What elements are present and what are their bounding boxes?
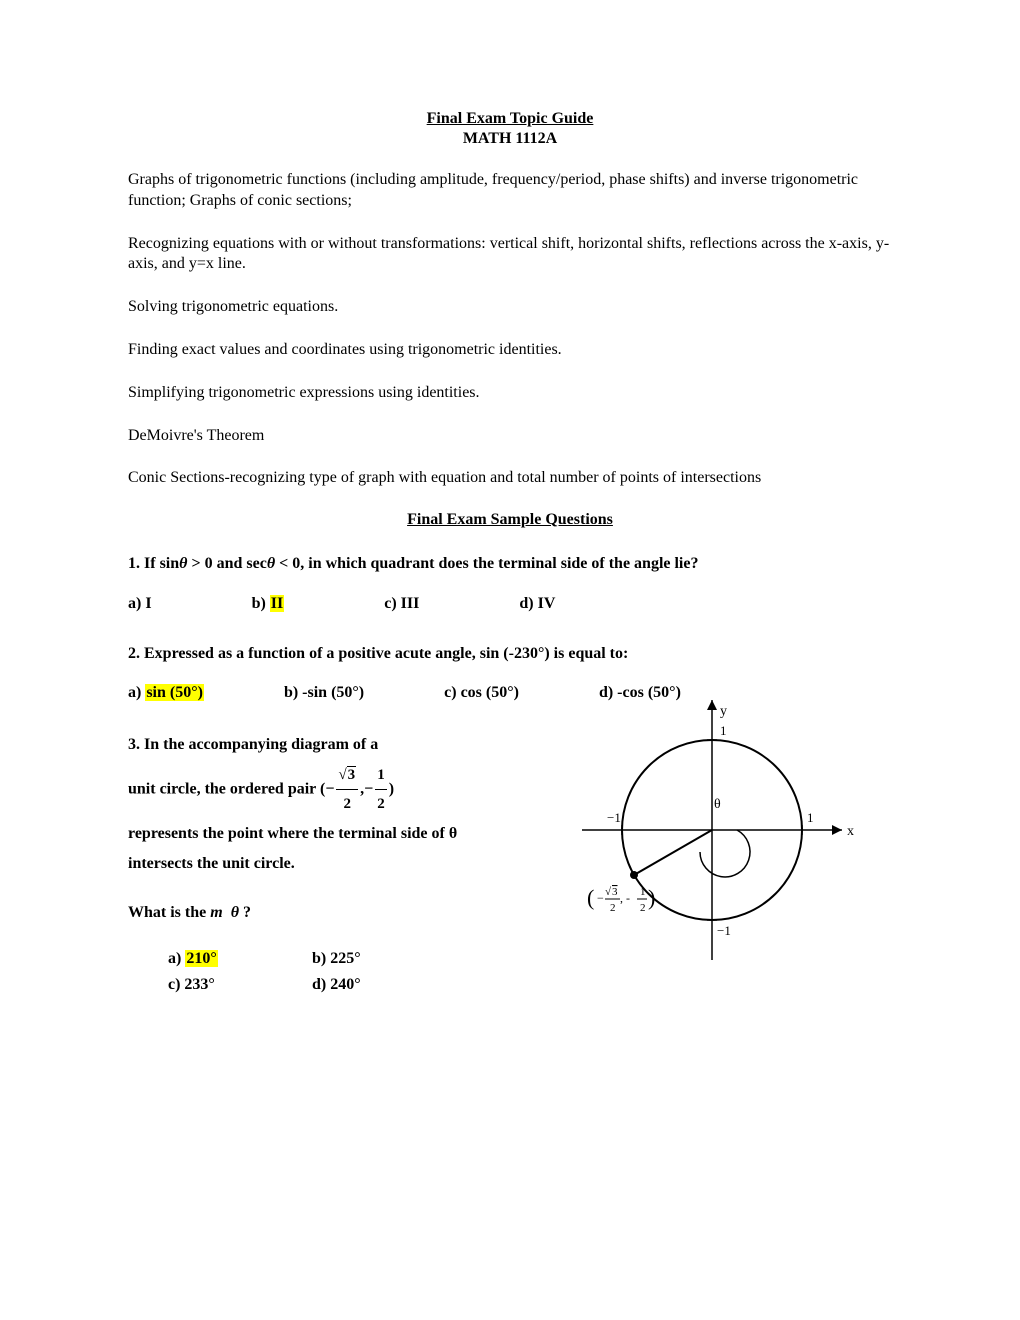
q1-choice-c: c) III: [384, 595, 419, 613]
q3-neg1: −: [325, 780, 334, 797]
paragraph-5: Simplifying trigonometric expressions us…: [128, 383, 892, 404]
question-3-text: 3. In the accompanying diagram of a unit…: [128, 730, 478, 928]
q3-two-a: 2: [336, 790, 358, 819]
q1-mid: > 0 and: [187, 555, 246, 572]
q1-choice-d: d) IV: [519, 595, 555, 613]
q2-choice-b: b) -sin (50°): [284, 684, 364, 702]
q1-choices: a) I b) II c) III d) IV: [128, 595, 892, 613]
q3-a-highlight: 210°: [185, 950, 217, 967]
paragraph-4: Finding exact values and coordinates usi…: [128, 340, 892, 361]
q1-prefix: 1. If: [128, 555, 160, 572]
q3-what-pre: What is the: [128, 904, 210, 921]
q2-choice-c: c) cos (50°): [444, 684, 519, 702]
diagram-point-comma: , -: [620, 891, 630, 905]
q3-what: What is the m θ ?: [128, 898, 478, 928]
q3-two-b: 2: [375, 790, 387, 819]
q2-choice-a: a) sin (50°): [128, 684, 204, 702]
diagram-point-2a: 2: [610, 902, 616, 914]
q3-choice-b: b) 225°: [312, 950, 361, 967]
page-title: Final Exam Topic Guide: [128, 110, 892, 128]
q1-suffix: < 0, in which quadrant does the terminal…: [275, 555, 698, 572]
diagram-theta: θ: [714, 797, 721, 812]
diagram-neg-one-bottom: −1: [717, 923, 731, 938]
q2-a-highlight: sin (50°): [145, 684, 204, 701]
q1-choice-b: b) II: [252, 595, 285, 613]
paragraph-6: DeMoivre's Theorem: [128, 426, 892, 447]
paragraph-2: Recognizing equations with or without tr…: [128, 234, 892, 276]
question-1: 1. If sinθ > 0 and secθ < 0, in which qu…: [128, 551, 892, 577]
svg-text:): ): [648, 885, 655, 910]
page-subtitle: MATH 1112A: [128, 130, 892, 148]
q3-one: 1: [375, 761, 387, 791]
diagram-one-right: 1: [807, 810, 814, 825]
q1-b-prefix: b): [252, 595, 270, 612]
q3-theta: θ: [231, 904, 239, 921]
svg-text:√: √: [605, 886, 612, 898]
diagram-neg-one-left: −1: [607, 810, 621, 825]
unit-circle-diagram: y x 1 −1 1 −1 θ ( − √ 3 2 , - 1 2 ): [562, 680, 862, 980]
q3-choice-c: c) 233°: [168, 972, 308, 998]
paragraph-3: Solving trigonometric equations.: [128, 297, 892, 318]
q3-line2-pre: unit circle, the ordered pair: [128, 780, 320, 797]
sample-questions-heading: Final Exam Sample Questions: [128, 511, 892, 529]
diagram-point-neg: −: [597, 891, 604, 905]
question-3-container: 3. In the accompanying diagram of a unit…: [128, 730, 892, 1040]
question-2: 2. Expressed as a function of a positive…: [128, 641, 892, 667]
q3-pair-close: ): [389, 780, 394, 797]
q3-neg2: −: [364, 780, 373, 797]
diagram-y-label: y: [720, 704, 727, 719]
q1-theta2: θ: [267, 555, 275, 572]
q2-a-prefix: a): [128, 684, 145, 701]
q1-choice-a: a) I: [128, 595, 152, 613]
q1-sin: sin: [160, 555, 180, 572]
q3-m: m: [210, 904, 222, 921]
svg-text:(: (: [587, 885, 594, 910]
diagram-point-1: 1: [640, 886, 646, 898]
q3-frac1: √32: [336, 761, 358, 819]
q3-line2: unit circle, the ordered pair (−√32,−12): [128, 761, 478, 819]
q3-choice-a: a) 210°: [168, 946, 308, 972]
q3-frac2: 12: [375, 761, 387, 819]
q1-sec: sec: [246, 555, 266, 572]
diagram-one-top: 1: [720, 723, 727, 738]
q3-what-suf: ?: [239, 904, 251, 921]
q3-line3: represents the point where the terminal …: [128, 819, 478, 880]
diagram-x-label: x: [847, 824, 854, 839]
paragraph-1: Graphs of trigonometric functions (inclu…: [128, 170, 892, 212]
diagram-point-2b: 2: [640, 902, 646, 914]
q3-line1: 3. In the accompanying diagram of a: [128, 730, 478, 760]
paragraph-7: Conic Sections-recognizing type of graph…: [128, 468, 892, 489]
q3-choice-d: d) 240°: [312, 976, 361, 993]
diagram-point-sqrt3: 3: [612, 886, 618, 898]
q1-b-highlight: II: [270, 595, 284, 612]
q3-a-prefix: a): [168, 950, 185, 967]
q3-sqrt3: 3: [347, 766, 357, 783]
